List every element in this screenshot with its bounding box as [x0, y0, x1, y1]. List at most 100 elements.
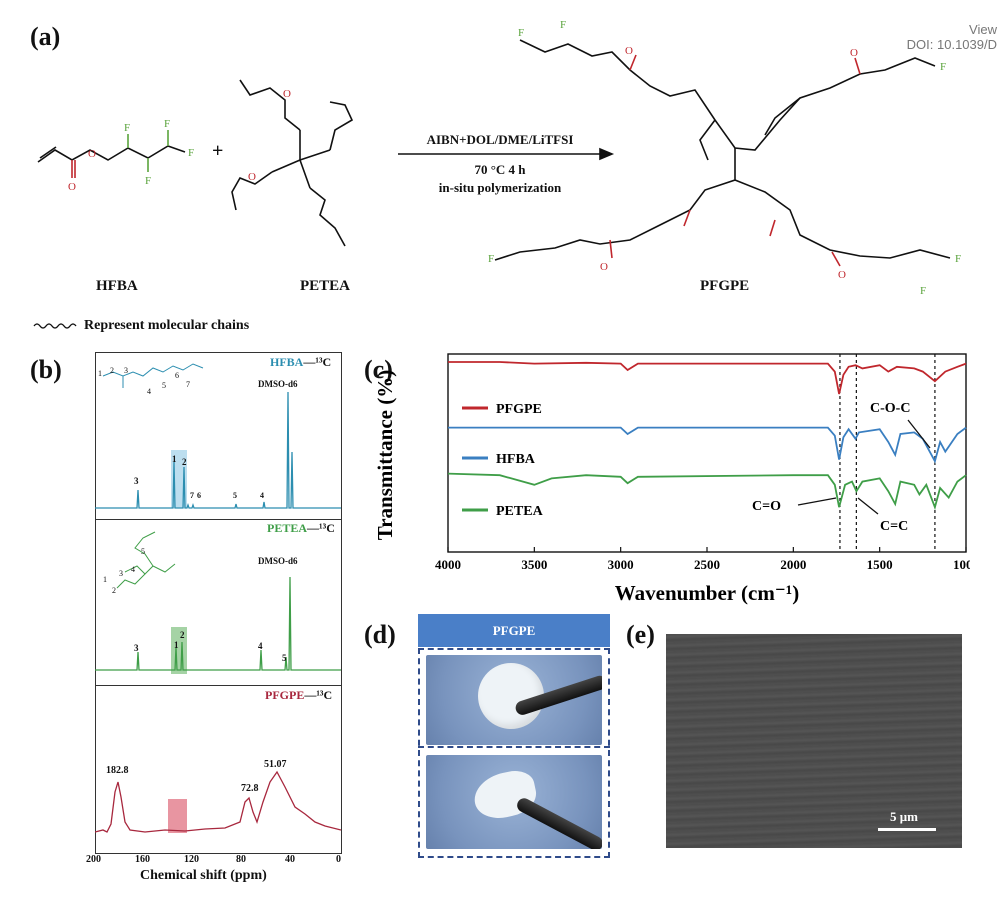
fluorine-atoms: F F F F F F F F F F [124, 19, 961, 297]
reactant-hfba-label: HFBA [96, 278, 138, 294]
annotation-cc: C=C [880, 519, 908, 534]
hfba-peak-2: 2 [182, 457, 187, 467]
ftir-xlabel: Wavenumber (cm⁻¹) [615, 581, 799, 605]
atom-o: O [600, 261, 608, 273]
annotation-co: C=O [752, 499, 781, 514]
reaction-scheme: O O O O O O O O F F F F F F F F F F [33, 19, 961, 329]
nmr-xtick-0: 0 [336, 854, 341, 865]
plus-sign: + [212, 140, 224, 162]
panel-a-label: (a) [30, 22, 61, 51]
ftir-series-petea [447, 472, 967, 511]
ftir-series-pfgpe [448, 361, 967, 395]
nmr-xlabel: Chemical shift (ppm) [140, 868, 267, 883]
petea-struct-4: 4 [131, 565, 135, 574]
hfba-peak-5: 5 [233, 491, 237, 500]
atom-o: O [850, 47, 858, 59]
petea-peak-4: 4 [258, 641, 263, 651]
tweezers-bottom [514, 795, 602, 849]
panel-e-label: (e) [626, 620, 655, 649]
ftir-xtick-label: 3000 [608, 557, 634, 572]
view-text: View [969, 22, 997, 37]
pfgpe-nmr-trace [95, 770, 341, 833]
hfba-struct-5: 5 [162, 381, 166, 390]
hfba-skeleton [37, 145, 186, 163]
ftir-xtick-label: 4000 [435, 557, 461, 572]
view-article-link[interactable]: View DOI: 10.1039/D [907, 22, 997, 52]
hfba-nmr-trace [95, 391, 341, 509]
panel-c-label: (c) [364, 355, 393, 384]
atom-f: F [188, 147, 194, 159]
ftir-ylabel: Transmittance (%) [373, 370, 397, 541]
hfba-peak-7: 7 [190, 491, 194, 500]
petea-struct-5: 5 [141, 547, 145, 556]
nmr-xtick-80: 80 [236, 854, 246, 865]
petea-struct-2: 2 [112, 586, 116, 595]
annotation-co-arrow [797, 497, 837, 506]
petea-skeleton [231, 79, 354, 247]
nmr-mid-title: PETEA—¹³C [267, 521, 335, 536]
atom-f: F [518, 27, 524, 39]
hfba-peak-4: 4 [260, 491, 264, 500]
product-pfgpe-label: PFGPE [700, 278, 750, 294]
molecular-chain-wave [33, 323, 77, 329]
hfba-peak-3: 3 [134, 476, 139, 486]
ftir-xtick-label: 2500 [694, 557, 720, 572]
nmr-xtick-120: 120 [184, 854, 199, 865]
atom-f: F [145, 175, 151, 187]
solvent-label-top: DMSO-d6 [258, 379, 298, 389]
petea-struct-1: 1 [103, 575, 107, 584]
reactant-petea-label: PETEA [300, 278, 351, 294]
nmr-xtick-40: 40 [285, 854, 295, 865]
nmr-mid-sample: PETEA [267, 521, 308, 535]
scale-bar-label: 5 μm [890, 809, 918, 824]
ftir-xtick-label: 1500 [867, 557, 893, 572]
nmr-top-title: HFBA—¹³C [270, 355, 331, 370]
pfgpe-skeleton [494, 39, 951, 267]
atom-f: F [488, 253, 494, 265]
hfba-peak-1: 1 [172, 454, 177, 464]
nmr-top-nucleus: —¹³C [303, 355, 332, 369]
atom-o: O [625, 45, 633, 57]
photo-frame [418, 648, 610, 858]
pfgpe-peak-72: 72.8 [241, 783, 259, 794]
atom-f: F [940, 61, 946, 73]
petea-peak-3: 3 [134, 643, 139, 653]
hfba-struct-3: 3 [124, 366, 128, 375]
hfba-struct-4: 4 [147, 387, 151, 396]
atom-o: O [838, 269, 846, 281]
legend-label-hfba: HFBA [496, 452, 536, 467]
ftir-series-hfba [448, 426, 967, 464]
sem-image: 5 μm [666, 634, 962, 848]
nmr-bot-nucleus: —¹³C [304, 688, 333, 702]
atom-f: F [920, 285, 926, 297]
nmr-xtick-160: 160 [135, 854, 150, 865]
atom-o: O [88, 148, 96, 160]
photo-banner-text: PFGPE [492, 622, 536, 638]
atom-f: F [560, 19, 566, 31]
doi-text: DOI: 10.1039/D [906, 37, 997, 52]
membrane-photo-bent [426, 755, 602, 849]
condition-temperature: 70 °C 4 h [474, 162, 526, 177]
atom-o: O [68, 181, 76, 193]
annotation-coc-arrow [907, 419, 931, 449]
condition-reagents: AIBN+DOL/DME/LiTFSI [426, 132, 574, 147]
ftir-chart: 4000 3500 3000 2500 2000 1500 1000 Wavenumber (… [373, 353, 970, 605]
atom-f: F [124, 122, 130, 134]
nmr-bot-sample: PFGPE [265, 688, 305, 702]
oxygen-atoms: O O O O O O O O [68, 45, 858, 281]
panel-d-label: (d) [364, 620, 396, 649]
petea-struct-3: 3 [119, 569, 123, 578]
ftir-xtick-label: 2000 [780, 557, 806, 572]
nmr-mid-nucleus: —¹³C [307, 521, 335, 535]
nmr-xtick-200: 200 [86, 854, 101, 865]
petea-peak-1: 1 [174, 640, 179, 650]
nmr-frame [95, 352, 342, 854]
hfba-struct-6: 6 [175, 371, 179, 380]
petea-peak-5: 5 [282, 653, 287, 663]
legend-label-pfgpe: PFGPE [496, 402, 542, 417]
atom-f: F [955, 253, 961, 265]
nmr-spectra [95, 363, 341, 833]
photo-banner: PFGPE [418, 614, 610, 647]
scale-bar [878, 828, 936, 831]
hfba-struct-2: 2 [110, 366, 114, 375]
